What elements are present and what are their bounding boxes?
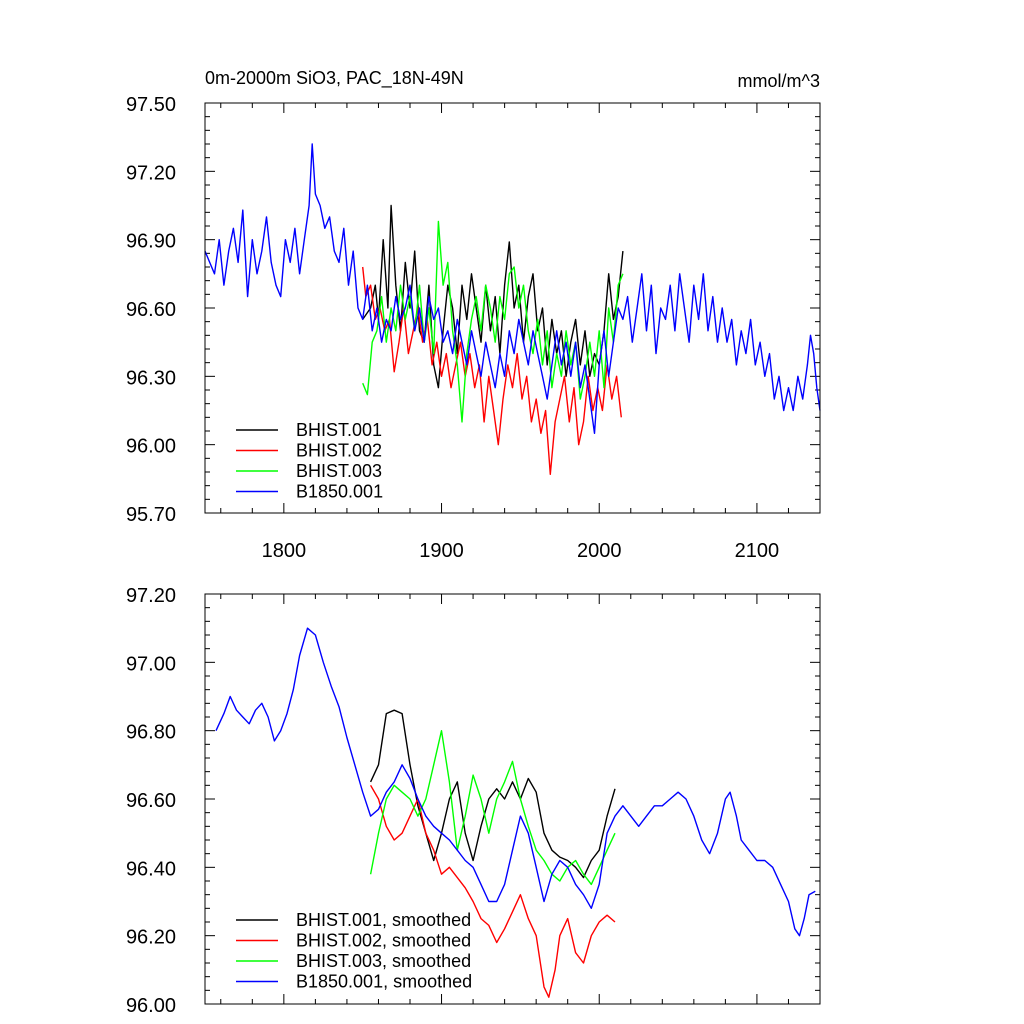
- bottom-series-line-1: [369, 784, 616, 998]
- x-tick-label: 1900: [419, 540, 464, 562]
- y-tick-label: 96.00: [126, 995, 176, 1017]
- bottom-axes: 96.00 96.20 96.40 96.60 96.80 97.00 97.20: [126, 585, 821, 1017]
- y-tick-label: 96.30: [126, 367, 176, 389]
- y-tick-label: 96.20: [126, 927, 176, 949]
- y-tick-label: 96.40: [126, 858, 176, 880]
- top-series-group: [204, 143, 821, 475]
- legend-label: BHIST.001, smoothed: [296, 910, 471, 930]
- y-tick-label: 97.20: [126, 162, 176, 184]
- x-tick-label: 2000: [577, 540, 622, 562]
- bottom-series-line-0: [369, 709, 616, 879]
- y-tick-label: 96.60: [126, 790, 176, 812]
- top-axes: 95.70 96.00 96.30 96.60 96.90 97.20 97.50 1800 1…: [126, 94, 821, 562]
- legend-label: BHIST.003, smoothed: [296, 951, 471, 971]
- bottom-plot-frame: [204, 593, 821, 1005]
- top-series-line-3: [204, 143, 821, 434]
- y-tick-label: 96.80: [126, 722, 176, 744]
- x-tick-label: 1800: [262, 540, 307, 562]
- y-tick-label: 97.20: [126, 585, 176, 607]
- legend-label: B1850.001, smoothed: [296, 972, 472, 992]
- bottom-series-group: [215, 627, 816, 998]
- legend-label: BHIST.003: [296, 461, 382, 481]
- legend-label: BHIST.002, smoothed: [296, 931, 471, 951]
- bottom-series-line-3: [215, 627, 816, 937]
- top-series-line-0: [362, 204, 624, 389]
- y-tick-label: 97.50: [126, 94, 176, 116]
- top-series-line-2: [362, 220, 624, 423]
- y-tick-label: 95.70: [126, 504, 176, 526]
- top-title: 0m-2000m SiO3, PAC_18N-49N: [205, 68, 464, 89]
- legend-label: B1850.001: [296, 482, 383, 502]
- bottom-series-line-2: [369, 730, 616, 886]
- top-panel: 0m-2000m SiO3, PAC_18N-49N mmol/m^3 95.7…: [126, 68, 821, 562]
- legend-label: BHIST.001: [296, 420, 382, 440]
- y-tick-label: 96.90: [126, 231, 176, 253]
- bottom-panel: 96.00 96.20 96.40 96.60 96.80 97.00 97.20 BHIS…: [126, 585, 821, 1017]
- y-tick-label: 96.00: [126, 436, 176, 458]
- top-plot-frame: [204, 102, 821, 514]
- legend-label: BHIST.002: [296, 441, 382, 461]
- top-units: mmol/m^3: [738, 71, 820, 91]
- y-tick-label: 97.00: [126, 653, 176, 675]
- x-tick-label: 2100: [735, 540, 780, 562]
- y-tick-label: 96.60: [126, 299, 176, 321]
